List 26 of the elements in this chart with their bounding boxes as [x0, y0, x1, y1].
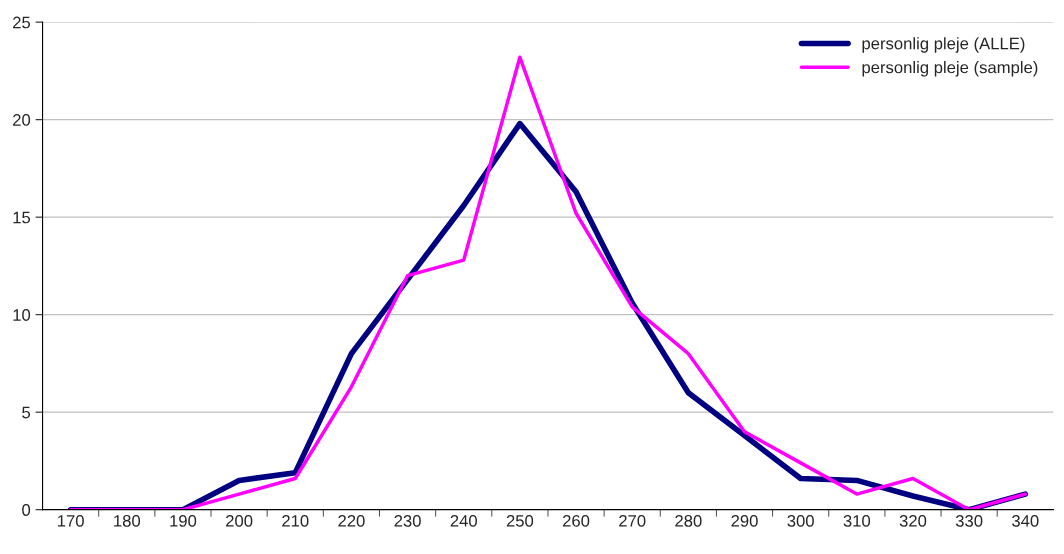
- x-tick-label: 260: [562, 514, 590, 527]
- x-tick-label: 220: [338, 514, 365, 527]
- legend-label: personlig pleje (sample): [862, 61, 1038, 77]
- y-tick-label: 15: [13, 211, 31, 224]
- x-tick-label: 310: [843, 514, 871, 527]
- x-tick-label: 230: [394, 514, 421, 527]
- x-tick-label: 250: [506, 514, 534, 527]
- x-tick-label: 180: [114, 514, 141, 527]
- x-tick-label: 210: [282, 514, 309, 527]
- y-tick-label: 25: [13, 16, 31, 29]
- x-tick-label: 200: [226, 514, 253, 527]
- x-tick-label: 280: [675, 514, 702, 527]
- x-tick-label: 240: [450, 514, 477, 527]
- x-tick-label: 170: [58, 514, 84, 527]
- x-tick-label: 340: [1012, 514, 1039, 527]
- x-tick-label: 270: [619, 514, 646, 527]
- x-tick-label: 290: [731, 514, 758, 527]
- x-tick-label: 320: [899, 514, 927, 527]
- legend-label: personlig pleje (ALLE): [862, 37, 1025, 53]
- y-tick-label: 0: [22, 504, 31, 516]
- x-tick-label: 190: [170, 514, 197, 527]
- x-tick-label: 300: [787, 514, 814, 527]
- y-tick-label: 20: [13, 114, 31, 126]
- y-tick-label: 5: [22, 406, 31, 419]
- y-tick-label: 10: [13, 309, 31, 321]
- x-tick-label: 330: [955, 514, 983, 527]
